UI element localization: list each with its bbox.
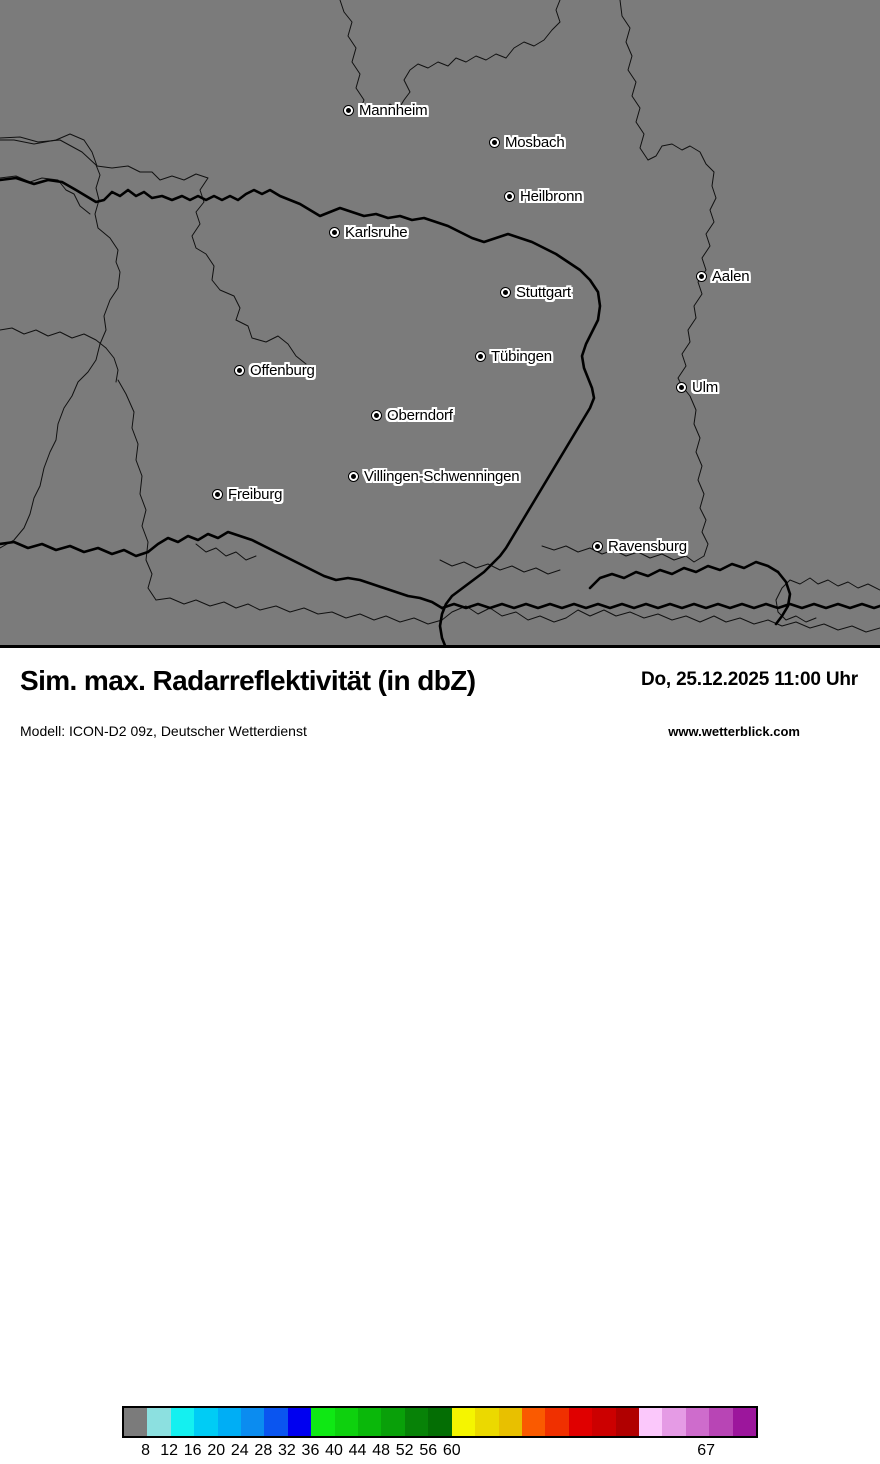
city-marker[interactable]: Mosbach [489,134,565,151]
city-dot-icon [475,351,486,362]
colorbar-swatch [170,1408,195,1436]
colorbar-swatch [194,1408,218,1436]
colorbar-swatch [521,1408,546,1436]
city-dot-icon [329,227,340,238]
city-marker[interactable]: Offenburg [234,362,315,379]
colorbar-swatch [685,1408,710,1436]
city-dot-icon [348,471,359,482]
colorbar-tick-label: 44 [348,1442,367,1459]
colorbar-swatch [287,1408,312,1436]
colorbar-swatch [404,1408,429,1436]
colorbar-swatch [709,1408,733,1436]
colorbar-swatch [264,1408,288,1436]
city-marker[interactable]: Stuttgart [500,284,571,301]
city-dot-icon [234,365,245,376]
colorbar-swatch [311,1408,335,1436]
colorbar-tick-label: 60 [442,1442,461,1459]
colorbar-tick-label: 40 [325,1442,343,1459]
radar-map[interactable]: Mannheim Mosbach Heilbronn Karlsruhe Aal… [0,0,880,648]
colorbar-swatch [451,1408,476,1436]
city-label: Aalen [712,268,750,285]
colorbar-tick-label: 36 [301,1442,320,1459]
city-marker[interactable]: Mannheim [343,102,428,119]
colorbar-swatch [475,1408,499,1436]
city-dot-icon [489,137,500,148]
colorbar-swatch [428,1408,452,1436]
colorbar-tick-label: 20 [207,1442,226,1459]
forecast-datetime: Do, 25.12.2025 11:00 Uhr [640,669,858,690]
colorbar-tick-label: 67 [697,1442,716,1459]
admin-borders-thin [0,0,880,633]
colorbar-swatch [241,1408,265,1436]
colorbar-swatch [592,1408,616,1436]
city-dot-icon [343,105,354,116]
city-marker[interactable]: Karlsruhe [329,224,408,241]
city-label: Karlsruhe [345,224,408,241]
colorbar-swatch [732,1408,756,1436]
colorbar-swatch [334,1408,359,1436]
colorbar-swatch [381,1408,405,1436]
map-borders-layer [0,0,880,645]
city-dot-icon [500,287,511,298]
colorbar-swatch [568,1408,593,1436]
city-dot-icon [696,271,707,282]
city-label: Villingen-Schwenningen [364,468,520,485]
page-title: Sim. max. Radarreflektivität (in dbZ) [20,665,476,696]
city-label: Oberndorf [387,407,453,424]
colorbar-ticks: 8 12 16 20 24 28 32 36 40 44 48 52 56 60 67 [122,1442,758,1464]
city-marker[interactable]: Heilbronn [504,188,583,205]
city-label: Offenburg [250,362,315,379]
city-label: Stuttgart [516,284,571,301]
city-marker[interactable]: Villingen-Schwenningen [348,468,520,485]
colorbar-tick-label: 24 [230,1442,249,1459]
city-label: Mosbach [505,134,565,151]
city-marker[interactable]: Tübingen [475,348,552,365]
colorbar-tick-label: 56 [419,1442,438,1459]
colorbar-swatch [498,1408,522,1436]
model-subtitle: Modell: ICON-D2 09z, Deutscher Wetterdie… [20,723,307,739]
colorbar-swatch [358,1408,382,1436]
colorbar-tick-label: 8 [141,1442,150,1459]
footer-panel: Sim. max. Radarreflektivität (in dbZ) Mo… [0,648,880,1459]
city-label: Ravensburg [608,538,687,555]
city-label: Mannheim [359,102,428,119]
city-dot-icon [212,489,223,500]
national-borders-thick [0,176,880,645]
city-marker[interactable]: Ravensburg [592,538,687,555]
city-dot-icon [371,410,382,421]
city-label: Tübingen [491,348,552,365]
city-marker[interactable]: Oberndorf [371,407,453,424]
city-marker[interactable]: Aalen [696,268,750,285]
colorbar-swatch [217,1408,242,1436]
colorbar-swatch [545,1408,569,1436]
website-link[interactable]: www.wetterblick.com [668,724,800,739]
city-label: Freiburg [228,486,283,503]
colorbar-tick-label: 28 [254,1442,273,1459]
colorbar-tick-label: 12 [160,1442,179,1459]
colorbar-swatch [147,1408,171,1436]
colorbar-swatch [615,1408,639,1436]
city-marker[interactable]: Ulm [676,379,718,396]
colorbar-tick-label: 52 [395,1442,414,1459]
city-dot-icon [592,541,603,552]
colorbar-swatch [124,1408,148,1436]
city-dot-icon [676,382,687,393]
city-dot-icon [504,191,515,202]
colorbar-swatch [638,1408,663,1436]
colorbar-swatch [662,1408,686,1436]
city-marker[interactable]: Freiburg [212,486,282,503]
colorbar[interactable] [122,1406,758,1438]
colorbar-tick-label: 32 [277,1442,296,1459]
colorbar-tick-label: 48 [372,1442,391,1459]
colorbar-tick-label: 16 [183,1442,202,1459]
city-label: Heilbronn [520,188,583,205]
city-label: Ulm [692,379,719,396]
